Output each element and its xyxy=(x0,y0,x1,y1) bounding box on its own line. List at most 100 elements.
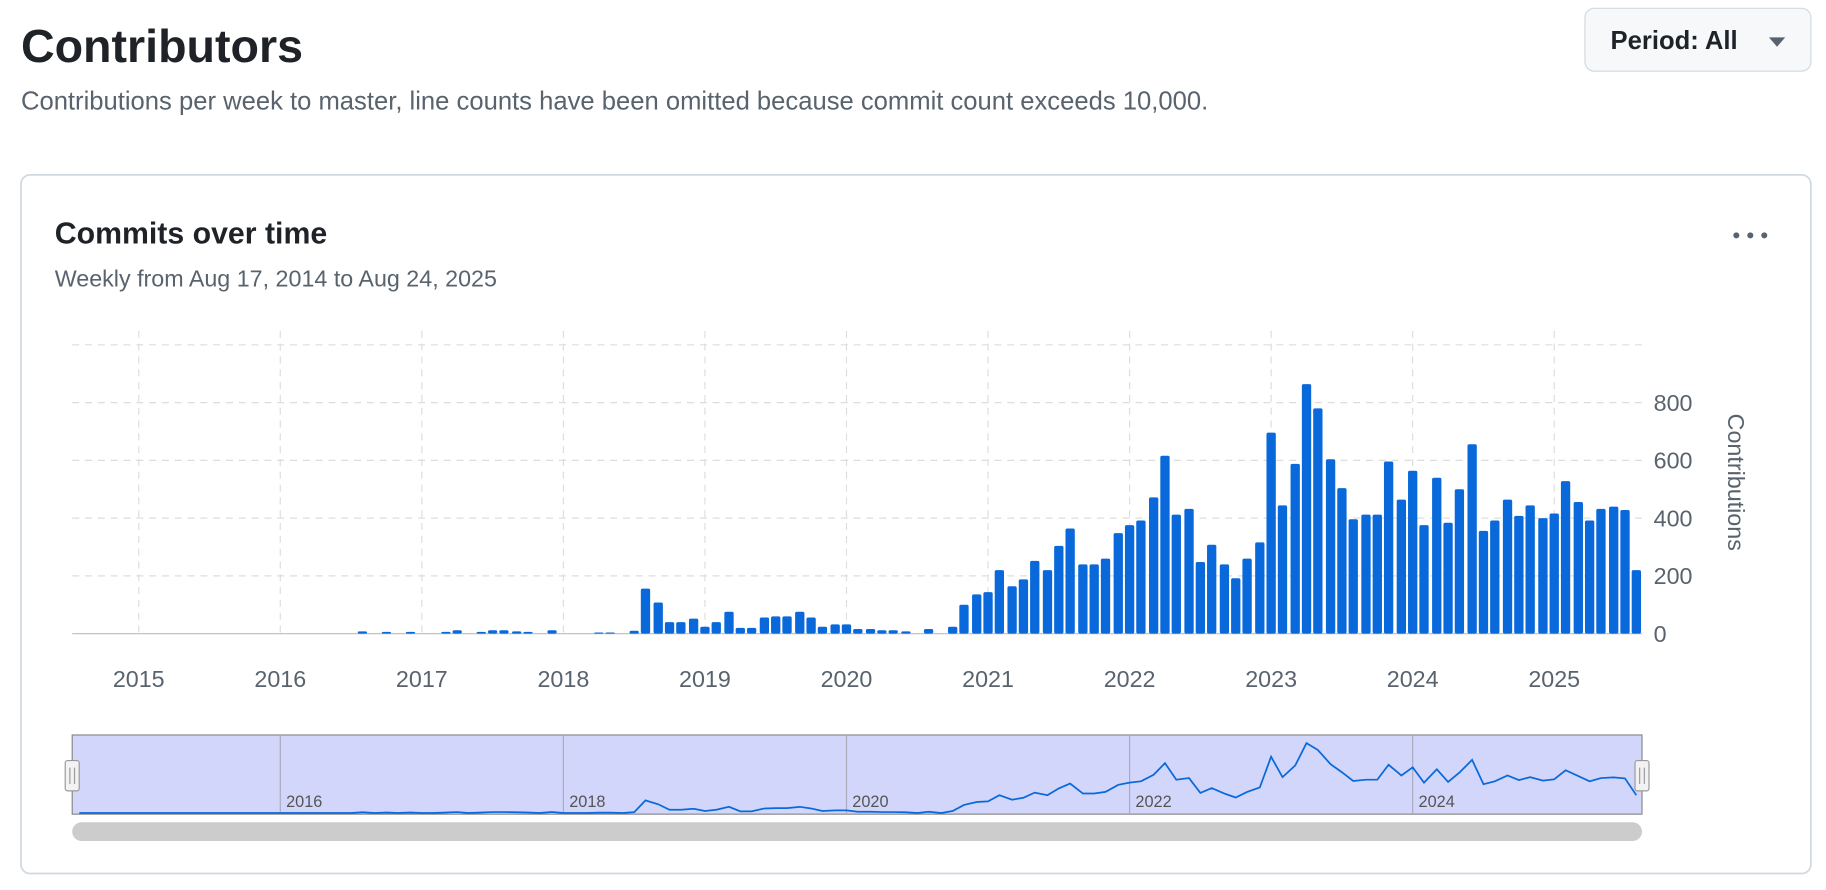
bar xyxy=(1313,408,1323,634)
bar xyxy=(888,630,898,634)
bar xyxy=(594,632,604,634)
bar xyxy=(1361,514,1371,634)
bar xyxy=(806,617,816,634)
bar xyxy=(1490,520,1500,634)
navigator-tick-label: 2018 xyxy=(569,793,605,811)
scrollbar[interactable] xyxy=(72,822,1643,841)
bar xyxy=(1290,463,1300,634)
button-label[interactable]: Period: All xyxy=(1611,27,1738,55)
x-tick-label: 2023 xyxy=(1245,666,1297,692)
bar xyxy=(947,626,958,634)
bar xyxy=(605,632,615,634)
x-tick-label: 2018 xyxy=(537,666,589,692)
bar xyxy=(735,627,745,634)
bar xyxy=(1467,444,1477,634)
bar xyxy=(1396,499,1407,634)
bar xyxy=(865,629,876,634)
y-tick-label: 400 xyxy=(1654,505,1693,531)
bar xyxy=(688,618,699,634)
bar xyxy=(853,629,863,634)
x-tick-label: 2017 xyxy=(396,666,448,692)
bar xyxy=(1124,525,1135,634)
bar xyxy=(1631,570,1641,634)
bar xyxy=(1514,515,1524,634)
bar xyxy=(994,570,1005,634)
bar xyxy=(1207,544,1217,634)
page-subtitle: Contributions per week to master, line c… xyxy=(21,88,1208,116)
bar xyxy=(746,627,757,634)
bar xyxy=(381,631,392,634)
bar xyxy=(1609,506,1619,634)
bar xyxy=(1337,488,1347,634)
dot[interactable] xyxy=(1733,232,1740,239)
bar xyxy=(1171,514,1181,634)
chart-title: Commits over time xyxy=(55,218,327,251)
bar xyxy=(653,602,663,634)
dot[interactable] xyxy=(1747,232,1754,239)
x-tick-label: 2021 xyxy=(962,666,1014,692)
bar xyxy=(1231,578,1241,634)
bar xyxy=(711,622,721,634)
bar xyxy=(441,631,451,634)
bar xyxy=(1100,558,1111,634)
bar xyxy=(795,611,805,634)
bar xyxy=(923,629,934,634)
bar xyxy=(1454,489,1465,634)
bar xyxy=(1620,510,1630,634)
bar xyxy=(1018,579,1029,634)
bar xyxy=(640,588,651,634)
card xyxy=(20,173,1812,875)
bar xyxy=(1383,461,1394,634)
bar xyxy=(1113,533,1123,634)
bar xyxy=(1525,505,1535,634)
bar xyxy=(1266,432,1276,634)
navigator-handle[interactable] xyxy=(1634,760,1650,792)
bar xyxy=(357,631,368,634)
bar xyxy=(1195,562,1206,634)
bar xyxy=(1560,481,1571,634)
navigator-line xyxy=(79,741,1638,814)
navigator-tick-label: 2020 xyxy=(852,793,888,811)
bar xyxy=(724,611,734,634)
bar xyxy=(1538,518,1548,634)
bar xyxy=(1478,530,1489,634)
bar xyxy=(1184,508,1194,634)
chart-subtitle: Weekly from Aug 17, 2014 to Aug 24, 2025 xyxy=(55,266,497,292)
bar xyxy=(1419,525,1429,634)
bar xyxy=(1502,499,1513,634)
handle-grip[interactable] xyxy=(69,767,76,784)
handle-grip[interactable] xyxy=(1639,767,1645,784)
period-button[interactable]: Period: All xyxy=(1584,7,1812,72)
bar xyxy=(817,626,828,634)
bar xyxy=(499,630,509,634)
bar xyxy=(972,594,982,634)
navigator-handle[interactable] xyxy=(64,760,80,792)
button-frame[interactable] xyxy=(1584,7,1812,72)
bar xyxy=(983,592,993,634)
bar xyxy=(1030,560,1040,634)
bar xyxy=(1277,505,1288,634)
bar xyxy=(759,617,770,634)
bar xyxy=(771,616,781,634)
dot[interactable] xyxy=(1761,232,1768,239)
bar xyxy=(523,631,533,634)
bar xyxy=(1219,564,1230,634)
bar xyxy=(1301,384,1312,634)
x-tick-label: 2015 xyxy=(113,666,165,692)
bar xyxy=(1042,570,1053,634)
bar xyxy=(1573,501,1583,634)
menu-button[interactable] xyxy=(1733,232,1768,239)
caret[interactable] xyxy=(1768,37,1786,47)
bar xyxy=(1348,519,1358,634)
bar xyxy=(1432,477,1442,634)
bar xyxy=(830,624,840,634)
bar xyxy=(1584,520,1595,634)
x-tick-label: 2019 xyxy=(679,666,731,692)
bar xyxy=(405,631,416,634)
bar xyxy=(547,630,557,634)
bar xyxy=(1325,459,1336,634)
bar xyxy=(1089,564,1099,634)
bar xyxy=(676,622,686,634)
bar xyxy=(1007,586,1017,634)
